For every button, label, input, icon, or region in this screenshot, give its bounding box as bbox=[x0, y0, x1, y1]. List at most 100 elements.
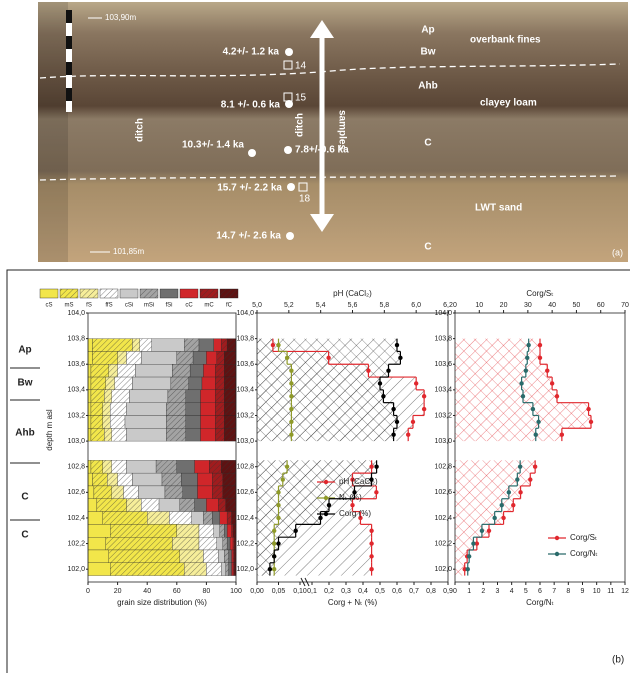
y-tick-label: 103,8 bbox=[236, 335, 254, 342]
age: 10.3+/- 1.4 ka bbox=[182, 140, 244, 151]
area-hatch bbox=[257, 390, 383, 403]
sample-point bbox=[286, 232, 294, 240]
x-tick-label: 100 bbox=[230, 588, 242, 595]
bar-segment bbox=[229, 550, 232, 563]
x-tick-label: 12 bbox=[621, 588, 629, 595]
bar-segment bbox=[199, 339, 214, 352]
marker bbox=[507, 490, 511, 494]
hatch bbox=[226, 563, 229, 576]
marker bbox=[276, 516, 280, 520]
x-tick-label: 11 bbox=[607, 588, 614, 595]
hatch bbox=[110, 403, 126, 416]
bar-segment bbox=[88, 390, 91, 403]
area-hatch bbox=[455, 403, 589, 416]
marker bbox=[538, 356, 542, 360]
bar-segment bbox=[88, 364, 91, 377]
horizon: C bbox=[21, 492, 28, 503]
marker bbox=[467, 554, 471, 558]
area-hatch bbox=[257, 460, 377, 473]
bar-segment bbox=[181, 473, 197, 486]
marker bbox=[374, 490, 378, 494]
hatch bbox=[140, 339, 152, 352]
bar-segment bbox=[135, 364, 172, 377]
hatch bbox=[224, 390, 236, 403]
marker bbox=[366, 368, 370, 372]
hatch bbox=[109, 364, 118, 377]
y-tick-label: 103,2 bbox=[236, 412, 254, 419]
age: 14.7 +/- 2.6 ka bbox=[216, 231, 281, 242]
y-tick-label: 103,4 bbox=[236, 387, 254, 394]
scale-label: 101,85m bbox=[113, 247, 144, 256]
marker bbox=[374, 465, 378, 469]
marker bbox=[289, 381, 293, 385]
hatch bbox=[184, 339, 199, 352]
hatch bbox=[92, 351, 117, 364]
shade bbox=[38, 2, 68, 262]
hatch bbox=[203, 550, 218, 563]
marker bbox=[369, 465, 373, 469]
hatch bbox=[166, 428, 185, 441]
area-hatch bbox=[257, 403, 394, 416]
marker bbox=[285, 465, 289, 469]
hatch bbox=[126, 499, 141, 512]
hatch bbox=[94, 486, 112, 499]
bar-segment bbox=[138, 486, 165, 499]
y-tick-label: 102,0 bbox=[67, 566, 85, 573]
y-tick-label: 102,8 bbox=[236, 464, 254, 471]
bar-segment bbox=[206, 499, 218, 512]
marker bbox=[369, 567, 373, 571]
bar-segment bbox=[202, 377, 215, 390]
legend-label: cC bbox=[185, 303, 193, 309]
hatch bbox=[215, 377, 224, 390]
bar-segment bbox=[221, 563, 225, 576]
marker bbox=[318, 516, 322, 520]
hatch bbox=[118, 364, 136, 377]
marker bbox=[285, 356, 289, 360]
ditch-label: ditch bbox=[295, 113, 306, 137]
figure: 103,90m 101,85m samples ditch ditch Ap B… bbox=[0, 0, 630, 673]
y-tick-label: 102,2 bbox=[434, 540, 452, 547]
age: 4.2+/- 1.2 ka bbox=[223, 47, 280, 58]
marker bbox=[487, 529, 491, 533]
hatch bbox=[126, 351, 141, 364]
hatch bbox=[112, 428, 127, 441]
x-tick-label: 5,4 bbox=[316, 302, 326, 309]
marker bbox=[519, 381, 523, 385]
hatch bbox=[203, 512, 212, 525]
y-tick-label: 102,6 bbox=[67, 489, 85, 496]
x2-axis-title: Corg/Sₜ bbox=[526, 289, 553, 298]
hatch bbox=[112, 460, 127, 473]
bar-segment bbox=[125, 415, 166, 428]
scale-label: 103,90m bbox=[105, 13, 136, 22]
bar-segment bbox=[88, 428, 91, 441]
bar-segment bbox=[88, 486, 94, 499]
x-tick-label: 1 bbox=[467, 588, 471, 595]
marker bbox=[268, 567, 272, 571]
x-tick-label: 6 bbox=[538, 588, 542, 595]
hatch bbox=[223, 473, 236, 486]
sample-id: 15 bbox=[295, 93, 307, 104]
bar-segment bbox=[198, 486, 213, 499]
hatch bbox=[172, 364, 190, 377]
x-tick-label: 0,1 bbox=[307, 588, 317, 595]
hatch bbox=[232, 524, 233, 537]
area-hatch bbox=[455, 428, 562, 441]
hatch bbox=[140, 289, 158, 298]
y-tick-label: 102,0 bbox=[434, 566, 452, 573]
sample-point bbox=[284, 146, 292, 154]
hatch bbox=[91, 377, 106, 390]
horizon: Ap bbox=[421, 25, 434, 36]
hatch bbox=[224, 364, 236, 377]
y-tick-label: 102,4 bbox=[67, 515, 85, 522]
y-tick-label: 103,4 bbox=[434, 387, 452, 394]
hatch bbox=[60, 289, 78, 298]
panel-label: (a) bbox=[612, 247, 623, 257]
marker bbox=[281, 477, 285, 481]
bar-segment bbox=[159, 499, 180, 512]
area-hatch bbox=[455, 364, 547, 377]
legend-label: cS bbox=[45, 303, 52, 309]
bar-segment bbox=[126, 460, 156, 473]
horizon: Bw bbox=[18, 378, 33, 389]
hatch bbox=[215, 390, 224, 403]
hatch bbox=[215, 364, 224, 377]
